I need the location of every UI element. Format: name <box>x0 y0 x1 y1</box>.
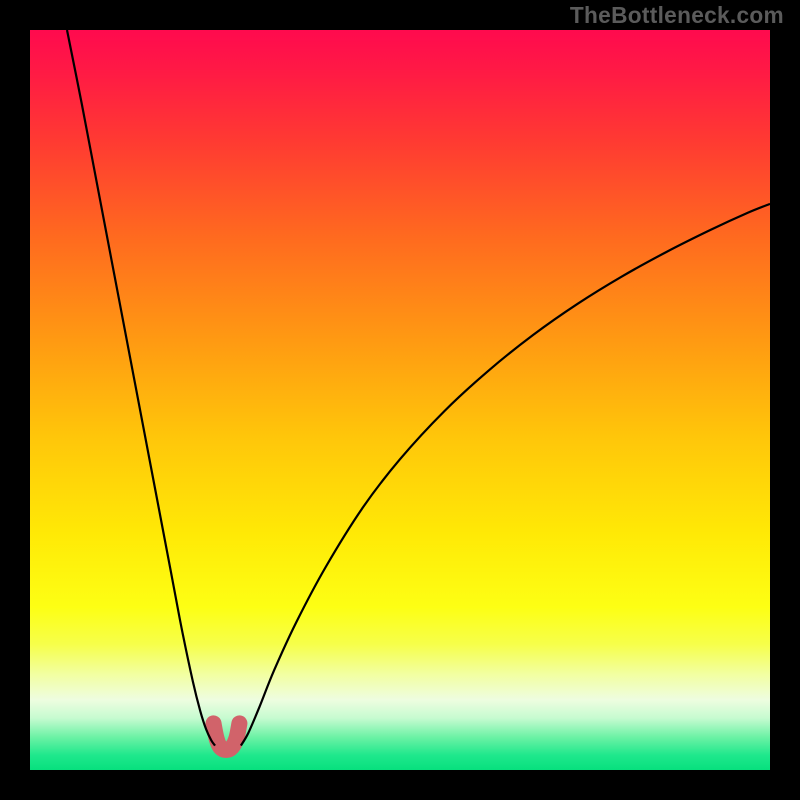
chart-canvas <box>0 0 800 800</box>
plot-background-gradient <box>30 30 770 770</box>
bottleneck-chart: TheBottleneck.com <box>0 0 800 800</box>
watermark-text: TheBottleneck.com <box>570 2 784 29</box>
